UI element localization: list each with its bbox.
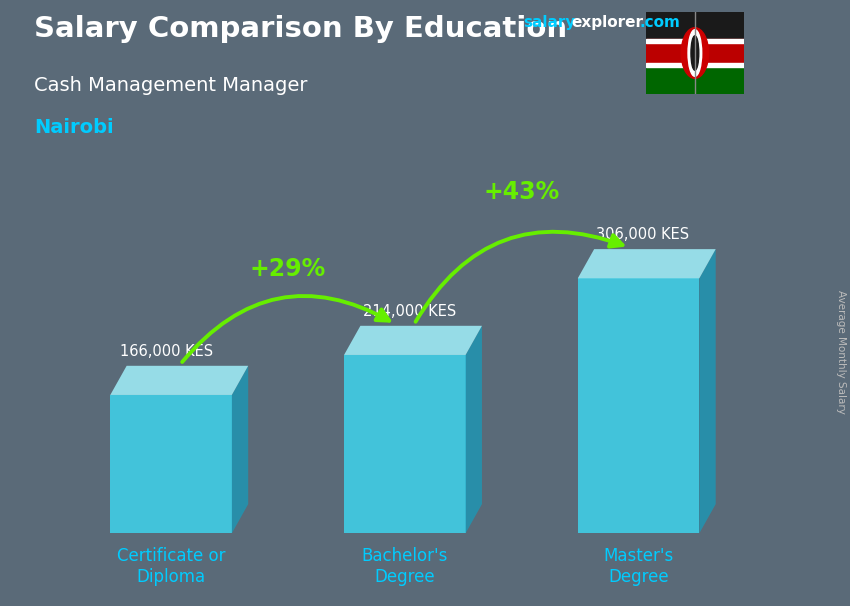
Text: .com: .com (639, 15, 680, 30)
Text: 306,000 KES: 306,000 KES (597, 227, 689, 242)
Polygon shape (578, 278, 700, 533)
Polygon shape (110, 395, 232, 533)
Text: Cash Management Manager: Cash Management Manager (34, 76, 308, 95)
Text: 214,000 KES: 214,000 KES (363, 304, 456, 319)
Polygon shape (344, 355, 466, 533)
Polygon shape (110, 366, 248, 395)
Ellipse shape (681, 28, 709, 78)
Polygon shape (344, 326, 482, 355)
Bar (646, 63, 744, 67)
Text: explorer: explorer (571, 15, 643, 30)
Polygon shape (466, 326, 482, 533)
Text: Average Monthly Salary: Average Monthly Salary (836, 290, 846, 413)
Text: 166,000 KES: 166,000 KES (120, 344, 212, 359)
Text: salary: salary (523, 15, 575, 30)
Bar (646, 67, 744, 94)
Text: Salary Comparison By Education: Salary Comparison By Education (34, 15, 567, 43)
Text: +29%: +29% (250, 257, 326, 281)
Bar (646, 39, 744, 67)
Polygon shape (232, 366, 248, 533)
Bar (646, 39, 744, 43)
Ellipse shape (691, 36, 699, 70)
Polygon shape (578, 249, 716, 278)
Polygon shape (700, 249, 716, 533)
Ellipse shape (688, 30, 702, 76)
Text: +43%: +43% (484, 181, 560, 204)
Text: Nairobi: Nairobi (34, 118, 114, 137)
Bar (646, 12, 744, 39)
